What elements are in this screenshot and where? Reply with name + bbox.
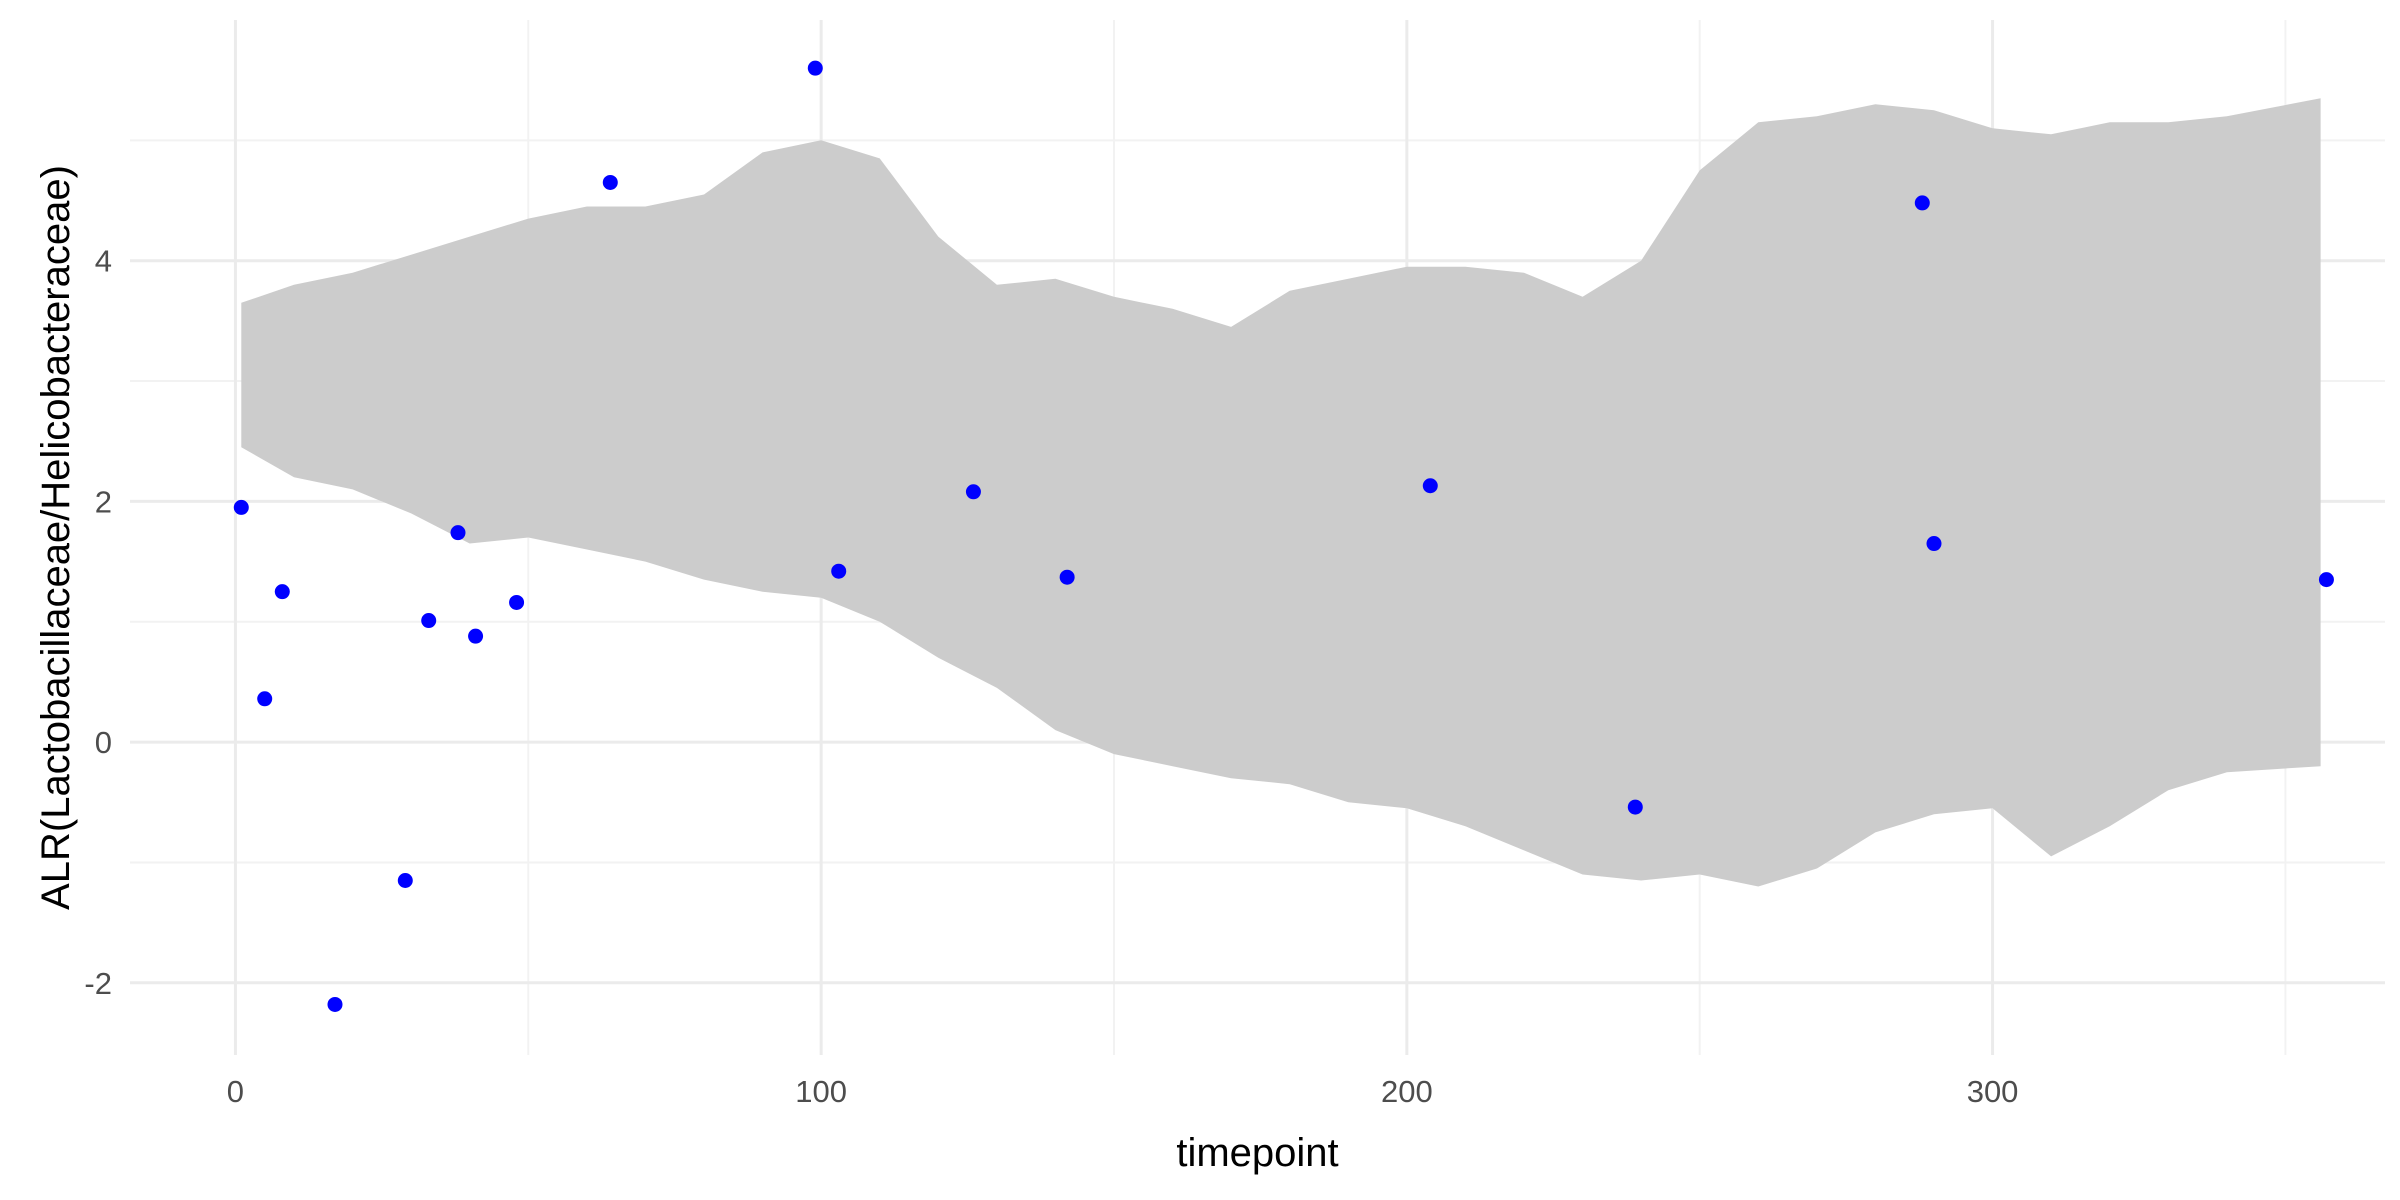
y-tick-label: 0 <box>95 725 112 760</box>
x-tick-labels: 0 100 200 300 <box>227 1074 2019 1109</box>
x-tick-label: 100 <box>795 1074 847 1109</box>
data-point <box>807 60 823 76</box>
y-tick-labels: -2 0 2 4 <box>84 244 112 1001</box>
data-point <box>831 563 847 579</box>
confidence-band <box>241 98 2321 887</box>
data-point <box>274 584 290 600</box>
x-tick-label: 200 <box>1381 1074 1433 1109</box>
data-point <box>1627 799 1643 815</box>
data-point <box>468 628 484 644</box>
y-tick-label: 2 <box>95 484 112 519</box>
data-point <box>1926 536 1942 552</box>
x-tick-label: 0 <box>227 1074 244 1109</box>
x-tick-label: 300 <box>1967 1074 2019 1109</box>
data-point <box>509 594 525 610</box>
y-tick-label: 4 <box>95 244 112 279</box>
data-point <box>397 872 413 888</box>
data-point <box>257 691 273 707</box>
data-point <box>450 525 466 541</box>
data-point <box>2318 572 2334 588</box>
data-point <box>965 484 981 500</box>
data-point <box>327 996 343 1012</box>
y-tick-label: -2 <box>84 966 112 1001</box>
data-point <box>1914 195 1930 211</box>
data-point <box>421 613 437 629</box>
data-point <box>1422 478 1438 494</box>
data-point <box>233 499 249 515</box>
x-axis-title: timepoint <box>1176 1131 1338 1175</box>
data-point <box>1059 569 1075 585</box>
y-axis-title: ALR(Lactobacillaceae/Helicobacteraceae) <box>34 165 78 910</box>
data-point <box>602 174 618 190</box>
data-points <box>233 60 2334 1012</box>
